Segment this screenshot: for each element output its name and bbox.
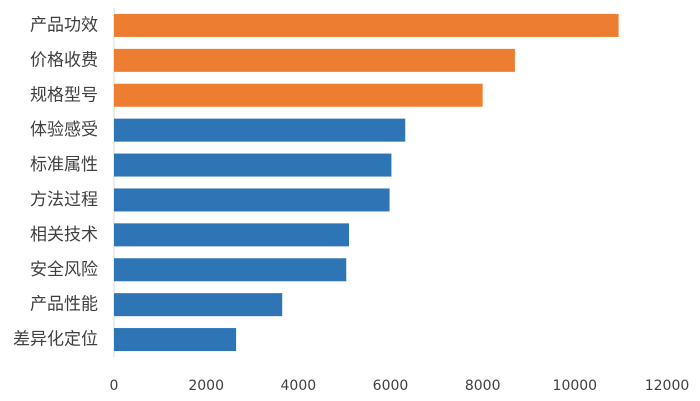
x-tick-label-5: 10000 [553, 378, 598, 394]
bars-group [114, 13, 619, 352]
bar-3 [114, 118, 406, 142]
category-labels: 产品功效价格收费规格型号体验感受标准属性方法过程相关技术安全风险产品性能差异化定… [13, 15, 98, 349]
x-tick-label-3: 6000 [373, 378, 409, 394]
category-label-0: 产品功效 [30, 15, 98, 35]
bar-8 [114, 293, 283, 317]
x-tick-label-6: 12000 [645, 378, 690, 394]
category-label-4: 标准属性 [30, 155, 98, 175]
bar-5 [114, 188, 390, 212]
category-label-6: 相关技术 [30, 225, 98, 245]
category-label-5: 方法过程 [30, 190, 98, 210]
bar-0 [114, 13, 619, 37]
category-label-1: 价格收费 [30, 50, 98, 70]
category-label-8: 产品性能 [30, 295, 98, 315]
bar-2 [114, 83, 483, 107]
bar-1 [114, 48, 515, 72]
x-tick-label-1: 2000 [188, 378, 224, 394]
x-tick-label-0: 0 [110, 378, 119, 394]
bar-4 [114, 153, 392, 177]
category-label-3: 体验感受 [30, 120, 98, 140]
x-tick-label-4: 8000 [465, 378, 501, 394]
category-label-2: 规格型号 [30, 85, 98, 105]
bar-9 [114, 328, 237, 352]
x-axis-ticks: 0 2000 4000 6000 8000 10000 12000 [110, 378, 690, 394]
category-label-9: 差异化定位 [13, 330, 98, 350]
category-label-7: 安全风险 [30, 260, 98, 280]
bar-6 [114, 223, 350, 247]
bar-7 [114, 258, 347, 282]
x-tick-label-2: 4000 [281, 378, 317, 394]
